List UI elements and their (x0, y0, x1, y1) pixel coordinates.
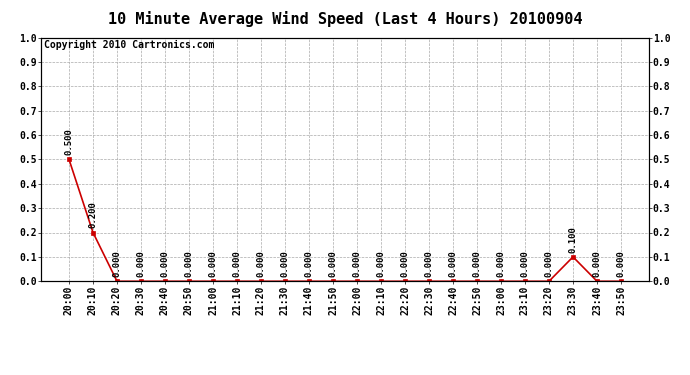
Text: 0.000: 0.000 (473, 250, 482, 277)
Text: 0.000: 0.000 (448, 250, 457, 277)
Text: 0.000: 0.000 (353, 250, 362, 277)
Text: 0.000: 0.000 (424, 250, 433, 277)
Text: 0.000: 0.000 (281, 250, 290, 277)
Text: Copyright 2010 Cartronics.com: Copyright 2010 Cartronics.com (44, 40, 215, 50)
Text: 0.000: 0.000 (593, 250, 602, 277)
Text: 0.000: 0.000 (497, 250, 506, 277)
Text: 0.000: 0.000 (616, 250, 626, 277)
Text: 0.000: 0.000 (520, 250, 529, 277)
Text: 0.100: 0.100 (569, 226, 578, 253)
Text: 0.000: 0.000 (544, 250, 553, 277)
Text: 0.000: 0.000 (257, 250, 266, 277)
Text: 0.000: 0.000 (328, 250, 337, 277)
Text: 10 Minute Average Wind Speed (Last 4 Hours) 20100904: 10 Minute Average Wind Speed (Last 4 Hou… (108, 11, 582, 27)
Text: 0.000: 0.000 (304, 250, 313, 277)
Text: 0.000: 0.000 (233, 250, 241, 277)
Text: 0.000: 0.000 (112, 250, 121, 277)
Text: 0.000: 0.000 (137, 250, 146, 277)
Text: 0.000: 0.000 (208, 250, 217, 277)
Text: 0.500: 0.500 (64, 128, 74, 155)
Text: 0.000: 0.000 (400, 250, 409, 277)
Text: 0.000: 0.000 (184, 250, 193, 277)
Text: 0.200: 0.200 (88, 201, 97, 228)
Text: 0.000: 0.000 (161, 250, 170, 277)
Text: 0.000: 0.000 (377, 250, 386, 277)
